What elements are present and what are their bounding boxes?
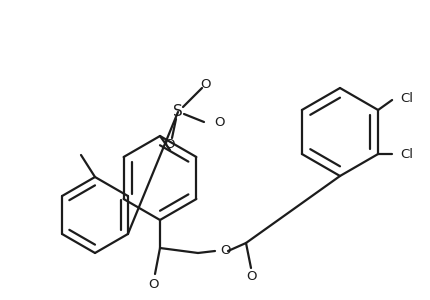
Text: O: O (246, 271, 257, 284)
Text: Cl: Cl (399, 148, 412, 160)
Text: Cl: Cl (399, 92, 412, 104)
Text: O: O (164, 137, 175, 151)
Text: S: S (173, 104, 182, 119)
Text: O: O (200, 77, 211, 91)
Text: O: O (219, 244, 230, 257)
Text: O: O (148, 278, 159, 290)
Text: O: O (214, 116, 224, 128)
